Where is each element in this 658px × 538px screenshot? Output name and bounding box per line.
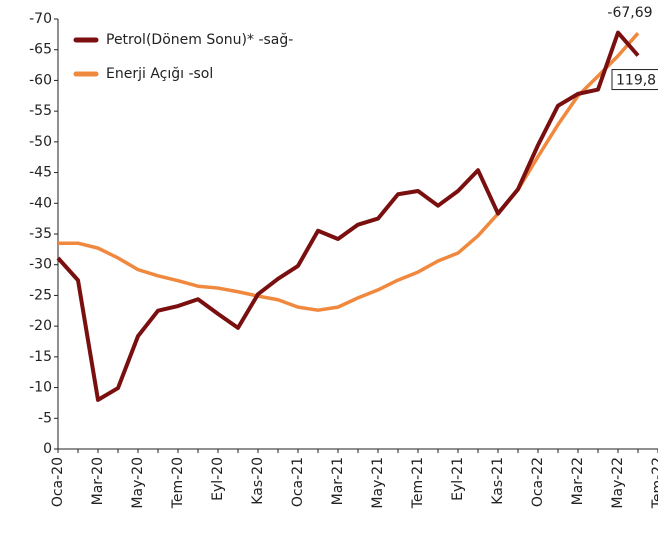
x-tick-label: Tem-21 xyxy=(410,457,426,509)
x-tick-label: May-21 xyxy=(370,457,386,509)
value-label-box xyxy=(611,69,658,91)
y-tick-label: -55 xyxy=(29,103,52,119)
x-tick-label: Eyl-20 xyxy=(210,457,226,501)
x-tick-label: Oca-21 xyxy=(290,457,306,507)
y-tick-label: 0 xyxy=(43,441,52,457)
x-tick-label: Oca-20 xyxy=(50,457,66,507)
y-tick-label: -50 xyxy=(29,134,52,150)
x-tick-label: Mar-21 xyxy=(330,457,346,505)
y-tick-label: -40 xyxy=(29,195,52,211)
x-tick-label: May-22 xyxy=(610,457,626,509)
y-tick-label: -15 xyxy=(29,349,52,365)
x-tick-label: Oca-22 xyxy=(530,457,546,507)
value-label: 119,8 xyxy=(616,73,656,89)
value-label: -67,69 xyxy=(607,5,652,21)
x-tick-label: Kas-21 xyxy=(490,457,506,505)
y-tick-label: -70 xyxy=(29,11,52,27)
y-tick-label: -45 xyxy=(29,165,52,181)
x-tick-label: Mar-20 xyxy=(90,457,106,505)
legend-label: Enerji Açığı -sol xyxy=(106,66,213,82)
y-tick-label: -30 xyxy=(29,257,52,273)
x-tick-label: Kas-20 xyxy=(250,457,266,505)
x-tick-label: Tem-20 xyxy=(170,457,186,509)
y-tick-label: -65 xyxy=(29,42,52,58)
legend-label: Petrol(Dönem Sonu)* -sağ- xyxy=(106,32,293,48)
series-line xyxy=(56,30,640,402)
x-tick-label: Mar-22 xyxy=(570,457,586,505)
x-tick-label: May-20 xyxy=(130,457,146,509)
y-tick-label: -60 xyxy=(29,72,52,88)
x-tick-label: Tem-22 xyxy=(650,457,658,509)
y-tick-label: -5 xyxy=(38,410,52,426)
y-tick-label: -20 xyxy=(29,318,52,334)
x-tick-label: Eyl-21 xyxy=(450,457,466,501)
y-tick-label: -35 xyxy=(29,226,52,242)
series-line xyxy=(58,32,640,312)
y-tick-label: -25 xyxy=(29,287,52,303)
y-tick-label: -10 xyxy=(29,380,52,396)
